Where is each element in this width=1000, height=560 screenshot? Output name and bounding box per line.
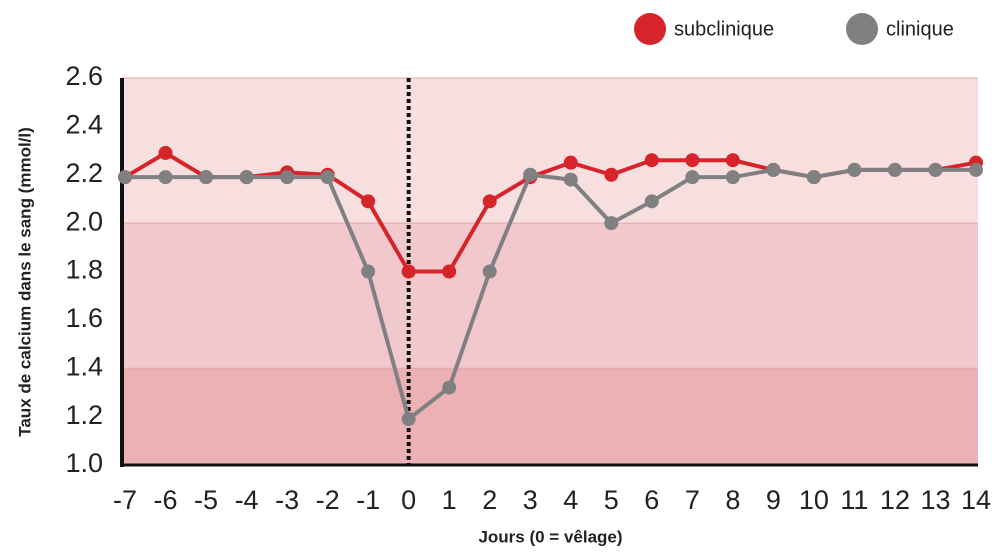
x-tick-label: -6 <box>154 485 178 515</box>
data-point <box>158 145 173 160</box>
data-point <box>604 216 619 231</box>
x-tick-label: 0 <box>401 485 416 515</box>
band <box>122 223 978 369</box>
x-tick-label: -1 <box>356 485 380 515</box>
x-tick-label: 7 <box>685 485 700 515</box>
legend-label: subclinique <box>674 18 774 40</box>
data-point <box>442 380 457 395</box>
data-point <box>118 170 132 185</box>
y-tick-label: 1.8 <box>65 255 103 285</box>
x-tick-label: 9 <box>766 485 781 515</box>
x-tick-label: -4 <box>235 485 259 515</box>
series-line <box>125 167 976 422</box>
x-tick-label: 10 <box>799 485 829 515</box>
data-point <box>725 153 740 168</box>
y-tick-label: 2.0 <box>65 206 103 236</box>
x-tick-label: 8 <box>725 485 740 515</box>
data-point <box>563 172 578 187</box>
x-tick-label: 4 <box>563 485 578 515</box>
x-tick-label: -2 <box>316 485 340 515</box>
data-point <box>482 264 497 279</box>
data-point <box>644 153 659 168</box>
legend-marker <box>846 13 878 45</box>
y-tick-label: 1.6 <box>65 303 103 333</box>
x-tick-label: -7 <box>113 485 137 515</box>
y-tick-label: 1.0 <box>65 448 103 478</box>
data-point <box>361 264 376 279</box>
data-point <box>199 170 214 185</box>
x-tick-label: 13 <box>920 485 950 515</box>
data-point <box>644 194 659 209</box>
data-point <box>847 162 862 177</box>
data-point <box>887 162 902 177</box>
x-tick-label: 2 <box>482 485 497 515</box>
x-tick-label: 12 <box>880 485 910 515</box>
y-axis-title: Taux de calcium dans le sang (mmol/l) <box>15 127 34 437</box>
x-tick-label: 14 <box>961 485 991 515</box>
data-point <box>766 162 781 177</box>
x-tick-label: 11 <box>840 485 868 515</box>
data-point <box>604 167 619 182</box>
data-point <box>685 153 700 168</box>
data-point <box>523 167 538 182</box>
data-point <box>806 170 821 185</box>
y-tick-label: 2.6 <box>65 61 103 91</box>
x-tick-label: 6 <box>644 485 659 515</box>
data-point <box>320 170 335 185</box>
data-point <box>969 162 983 177</box>
band <box>122 368 978 465</box>
data-point <box>361 194 376 209</box>
x-tick-label: 5 <box>604 485 619 515</box>
data-point <box>280 170 295 185</box>
legend-label: clinique <box>886 18 954 40</box>
x-axis-title: Jours (0 = vêlage) <box>478 527 622 546</box>
data-point <box>442 264 457 279</box>
band <box>122 78 978 224</box>
y-tick-label: 2.2 <box>65 158 103 188</box>
y-tick-label: 2.4 <box>65 110 103 140</box>
legend-marker <box>634 13 666 45</box>
x-tick-label: -5 <box>194 485 218 515</box>
data-point <box>725 170 740 185</box>
data-point <box>482 194 497 209</box>
x-tick-label: 3 <box>523 485 538 515</box>
data-point <box>928 162 943 177</box>
y-tick-label: 1.2 <box>65 400 103 430</box>
data-point <box>563 155 578 170</box>
data-point <box>685 170 700 185</box>
data-point <box>239 170 254 185</box>
data-point <box>401 412 416 427</box>
data-point <box>158 170 173 185</box>
x-tick-label: 1 <box>442 485 457 515</box>
x-tick-label: -3 <box>275 485 299 515</box>
data-point <box>401 264 416 279</box>
y-tick-label: 1.4 <box>65 351 103 381</box>
